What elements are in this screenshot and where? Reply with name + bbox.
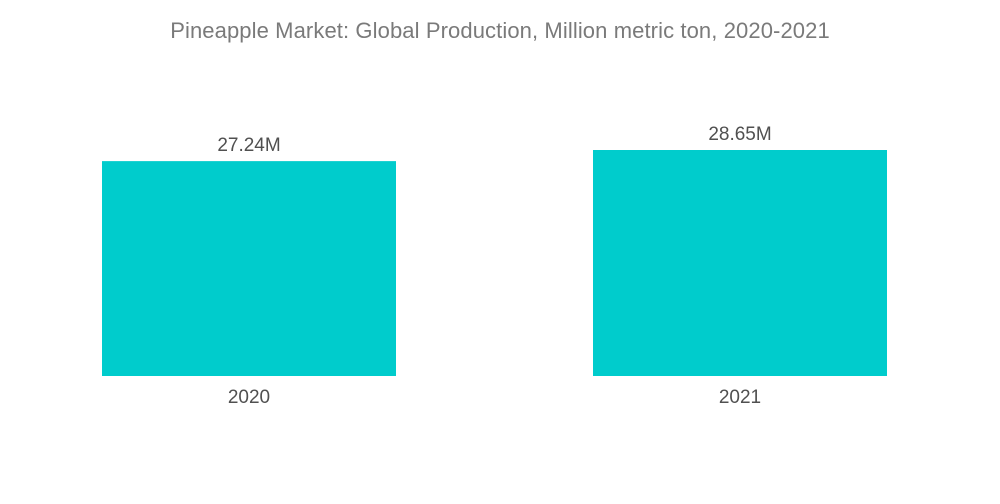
data-label-2020: 27.24M: [217, 135, 280, 156]
x-tick-label-2020: 2020: [228, 387, 270, 408]
x-tick-label-2021: 2021: [719, 387, 761, 408]
bar-2021: [593, 150, 887, 376]
bar-2020: [102, 161, 396, 376]
data-label-2021: 28.65M: [708, 124, 771, 145]
chart-title: Pineapple Market: Global Production, Mil…: [170, 18, 830, 43]
